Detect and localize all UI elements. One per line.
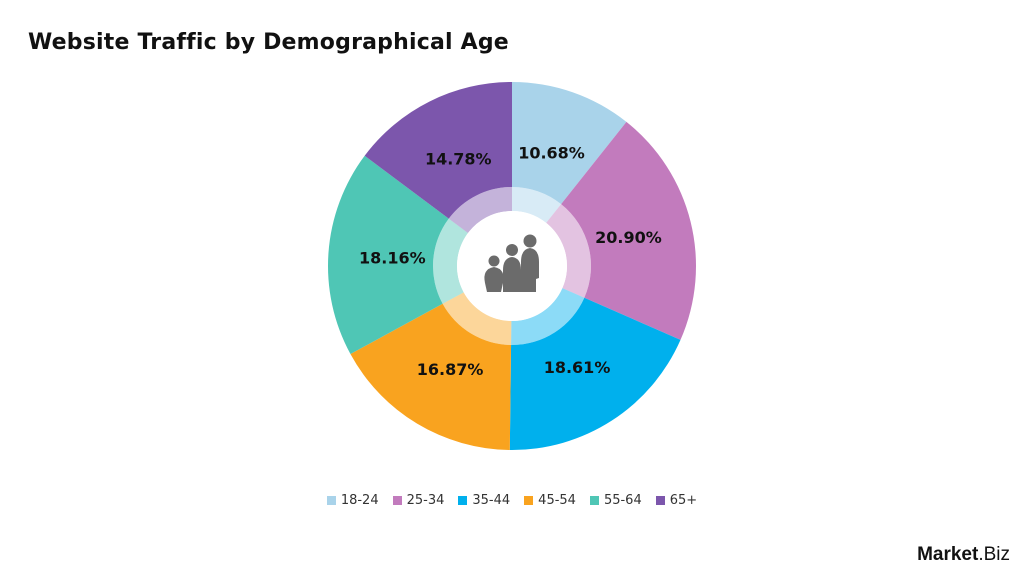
slice-45-54 bbox=[350, 303, 512, 450]
slice-55-64 bbox=[327, 155, 449, 355]
inner-ring-35-44 bbox=[511, 288, 585, 345]
legend-label: 35-44 bbox=[472, 493, 511, 508]
inner-ring-25-34 bbox=[546, 204, 591, 298]
data-label: 14.78% bbox=[425, 150, 492, 169]
legend-swatch bbox=[392, 496, 402, 505]
legend-item-25-34: 25-34 bbox=[392, 493, 445, 508]
legend-item-55-64: 55-64 bbox=[589, 493, 642, 508]
data-label: 16.87% bbox=[417, 360, 484, 379]
data-label: 18.61% bbox=[544, 358, 611, 377]
legend-swatch bbox=[524, 496, 534, 505]
brand-logo: Market.Biz bbox=[917, 544, 1010, 566]
slice-35-44 bbox=[509, 297, 681, 450]
legend-label: 25-34 bbox=[406, 493, 445, 508]
legend-label: 65+ bbox=[669, 493, 698, 508]
legend-swatch bbox=[655, 496, 665, 505]
legend-item-18-24: 18-24 bbox=[326, 493, 379, 508]
slice-25-34 bbox=[561, 121, 696, 340]
chart-title: Website Traffic by Demographical Age bbox=[28, 30, 509, 55]
legend-swatch bbox=[458, 496, 468, 505]
data-label: 10.68% bbox=[518, 144, 585, 163]
inner-ring-18-24 bbox=[512, 187, 562, 223]
legend-swatch bbox=[326, 496, 336, 505]
inner-ring-55-64 bbox=[433, 218, 468, 304]
data-label: 18.16% bbox=[359, 248, 426, 267]
legend-item-45-54: 45-54 bbox=[524, 493, 576, 508]
legend-item-65+: 65+ bbox=[655, 493, 698, 508]
legend-swatch bbox=[589, 496, 599, 505]
slice-65+ bbox=[364, 82, 512, 219]
slice-18-24 bbox=[512, 82, 627, 205]
legend: 18-24 25-34 35-44 45-54 55-64 65+ bbox=[0, 493, 1024, 508]
inner-ring-65+ bbox=[448, 187, 512, 234]
legend-item-35-44: 35-44 bbox=[458, 493, 510, 508]
legend-label: 55-64 bbox=[603, 493, 642, 508]
legend-label: 45-54 bbox=[538, 493, 576, 508]
legend-label: 18-24 bbox=[340, 493, 379, 508]
data-label: 20.90% bbox=[595, 228, 662, 247]
inner-ring-45-54 bbox=[442, 292, 512, 345]
logo-rest: .Biz bbox=[978, 544, 1010, 565]
family-people-icon bbox=[484, 234, 539, 292]
logo-bold: Market bbox=[917, 544, 979, 565]
